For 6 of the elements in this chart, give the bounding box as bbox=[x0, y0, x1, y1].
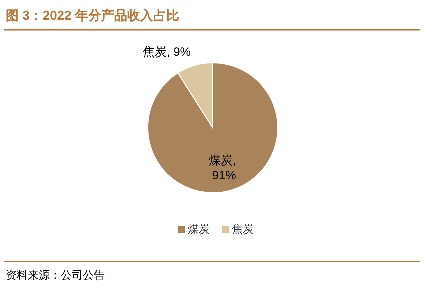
title: 图 3：2022 年分产品收入占比 bbox=[6, 8, 180, 23]
data-label: 焦炭, 9% bbox=[142, 45, 192, 60]
data-label: 煤炭, 91% bbox=[208, 154, 240, 183]
legend-label: 煤炭 bbox=[188, 223, 210, 236]
text: 资料来源：公司公告 bbox=[6, 269, 105, 282]
legend-label: 焦炭 bbox=[232, 223, 254, 236]
